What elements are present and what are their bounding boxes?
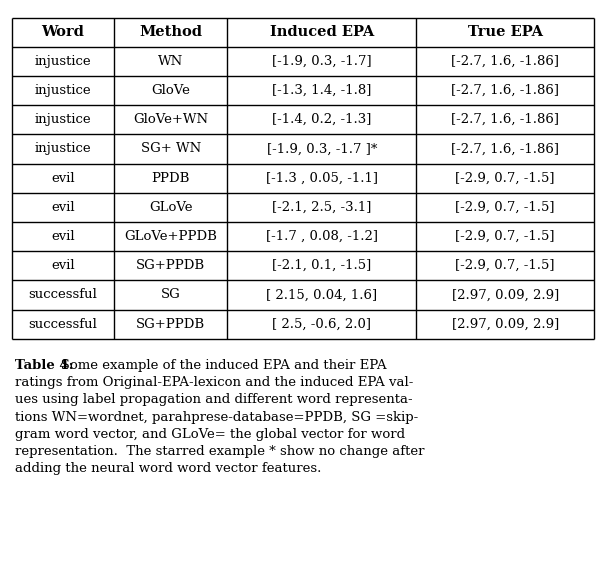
Text: adding the neural word word vector features.: adding the neural word word vector featu… [15, 462, 322, 475]
Text: ues using label propagation and different word representa-: ues using label propagation and differen… [15, 394, 413, 406]
Text: SG+PPDB: SG+PPDB [136, 259, 205, 272]
Text: Method: Method [139, 25, 202, 39]
Text: [2.97, 0.09, 2.9]: [2.97, 0.09, 2.9] [451, 318, 559, 331]
Text: [-2.9, 0.7, -1.5]: [-2.9, 0.7, -1.5] [456, 259, 555, 272]
Text: evil: evil [52, 172, 75, 185]
Text: evil: evil [52, 230, 75, 243]
Text: SG+ WN: SG+ WN [141, 142, 201, 155]
Text: PPDB: PPDB [152, 172, 190, 185]
Text: gram word vector, and GLoVe= the global vector for word: gram word vector, and GLoVe= the global … [15, 427, 405, 441]
Text: True EPA: True EPA [468, 25, 542, 39]
Text: [-1.3 , 0.05, -1.1]: [-1.3 , 0.05, -1.1] [266, 172, 378, 185]
Text: [-2.7, 1.6, -1.86]: [-2.7, 1.6, -1.86] [451, 84, 559, 97]
Text: [-1.4, 0.2, -1.3]: [-1.4, 0.2, -1.3] [272, 113, 371, 126]
Text: Induced EPA: Induced EPA [270, 25, 374, 39]
Text: Table 4:: Table 4: [15, 359, 74, 372]
Text: [-1.9, 0.3, -1.7]: [-1.9, 0.3, -1.7] [272, 55, 371, 68]
Text: ratings from Original-EPA-lexicon and the induced EPA val-: ratings from Original-EPA-lexicon and th… [15, 376, 413, 390]
Text: WN: WN [158, 55, 183, 68]
Text: successful: successful [28, 288, 98, 301]
Text: [-2.9, 0.7, -1.5]: [-2.9, 0.7, -1.5] [456, 201, 555, 214]
Text: [-2.7, 1.6, -1.86]: [-2.7, 1.6, -1.86] [451, 113, 559, 126]
Text: [-2.9, 0.7, -1.5]: [-2.9, 0.7, -1.5] [456, 230, 555, 243]
Text: Word: Word [42, 25, 84, 39]
Text: representation.  The starred example * show no change after: representation. The starred example * sh… [15, 445, 425, 458]
Text: [-2.9, 0.7, -1.5]: [-2.9, 0.7, -1.5] [456, 172, 555, 185]
Text: [-1.3, 1.4, -1.8]: [-1.3, 1.4, -1.8] [272, 84, 371, 97]
Text: [-1.7 , 0.08, -1.2]: [-1.7 , 0.08, -1.2] [266, 230, 378, 243]
Text: injustice: injustice [35, 55, 92, 68]
Text: SG: SG [161, 288, 181, 301]
Text: GLoVe: GLoVe [149, 201, 192, 214]
Text: SG+PPDB: SG+PPDB [136, 318, 205, 331]
Text: [-2.7, 1.6, -1.86]: [-2.7, 1.6, -1.86] [451, 142, 559, 155]
Text: GloVe+WN: GloVe+WN [133, 113, 208, 126]
Text: evil: evil [52, 259, 75, 272]
Text: [2.97, 0.09, 2.9]: [2.97, 0.09, 2.9] [451, 288, 559, 301]
Text: tions WN=wordnet, parahprese-database=PPDB, SG =skip-: tions WN=wordnet, parahprese-database=PP… [15, 411, 418, 423]
Text: [-2.7, 1.6, -1.86]: [-2.7, 1.6, -1.86] [451, 55, 559, 68]
Text: injustice: injustice [35, 142, 92, 155]
Text: successful: successful [28, 318, 98, 331]
Text: [-2.1, 2.5, -3.1]: [-2.1, 2.5, -3.1] [272, 201, 371, 214]
Text: GLoVe+PPDB: GLoVe+PPDB [124, 230, 217, 243]
Text: evil: evil [52, 201, 75, 214]
Text: injustice: injustice [35, 84, 92, 97]
Text: [ 2.15, 0.04, 1.6]: [ 2.15, 0.04, 1.6] [267, 288, 378, 301]
Text: Some example of the induced EPA and their EPA: Some example of the induced EPA and thei… [48, 359, 387, 372]
Text: GloVe: GloVe [152, 84, 190, 97]
Text: [ 2.5, -0.6, 2.0]: [ 2.5, -0.6, 2.0] [273, 318, 371, 331]
Text: injustice: injustice [35, 113, 92, 126]
Text: [-2.1, 0.1, -1.5]: [-2.1, 0.1, -1.5] [272, 259, 371, 272]
Text: [-1.9, 0.3, -1.7 ]*: [-1.9, 0.3, -1.7 ]* [267, 142, 377, 155]
